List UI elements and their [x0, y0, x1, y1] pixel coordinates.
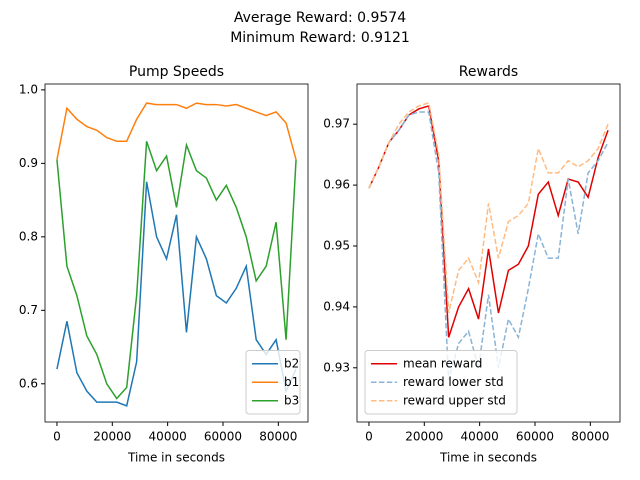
series-line: [368, 101, 609, 314]
legend: b2 b1 b3: [245, 350, 301, 415]
axes-title: Pump Speeds: [129, 64, 224, 80]
x-tick-label: 0: [365, 430, 373, 444]
y-tick-label: 0.6: [19, 376, 38, 390]
figure-title: Average Reward: 0.9574: [234, 10, 406, 26]
series-line: [368, 104, 609, 338]
y-tick-label: 0.9: [19, 156, 38, 170]
series-line: [56, 141, 297, 400]
legend-label: b3: [284, 393, 299, 407]
x-tick-label: 40000: [149, 430, 187, 444]
x-tick-label: 20000: [93, 430, 131, 444]
axes-title: Rewards: [459, 64, 518, 80]
legend-box: [364, 350, 518, 415]
legend-label: reward upper std: [403, 393, 506, 407]
y-tick-label: 0.95: [323, 238, 350, 252]
legend-label: b1: [284, 375, 299, 389]
figure-title: Minimum Reward: 0.9121: [230, 30, 410, 46]
x-tick-label: 20000: [405, 430, 443, 444]
x-axis-label: Time in seconds: [439, 451, 537, 465]
y-tick-label: 0.93: [323, 360, 350, 374]
y-tick-label: 0.94: [323, 299, 350, 313]
axes-frame: [44, 83, 309, 423]
y-tick-label: 1.0: [19, 82, 38, 96]
x-tick-label: 0: [53, 430, 61, 444]
legend-label: mean reward: [403, 356, 482, 370]
x-tick-label: 40000: [461, 430, 499, 444]
legend-label: b2: [284, 356, 299, 370]
series-line: [368, 111, 609, 381]
series-line: [56, 102, 297, 160]
y-tick-label: 0.7: [19, 303, 38, 317]
legend: mean reward reward lower std reward upper …: [364, 350, 518, 415]
x-tick-label: 60000: [516, 430, 554, 444]
y-tick-label: 0.97: [323, 117, 350, 131]
x-tick-label: 60000: [204, 430, 242, 444]
x-axis-label: Time in seconds: [127, 451, 225, 465]
legend-label: reward lower std: [403, 375, 504, 389]
x-tick-label: 80000: [571, 430, 609, 444]
y-tick-label: 0.8: [19, 229, 38, 243]
x-tick-label: 80000: [259, 430, 297, 444]
series-line: [56, 181, 297, 407]
y-tick-label: 0.96: [323, 178, 350, 192]
axes-frame: [356, 83, 621, 423]
